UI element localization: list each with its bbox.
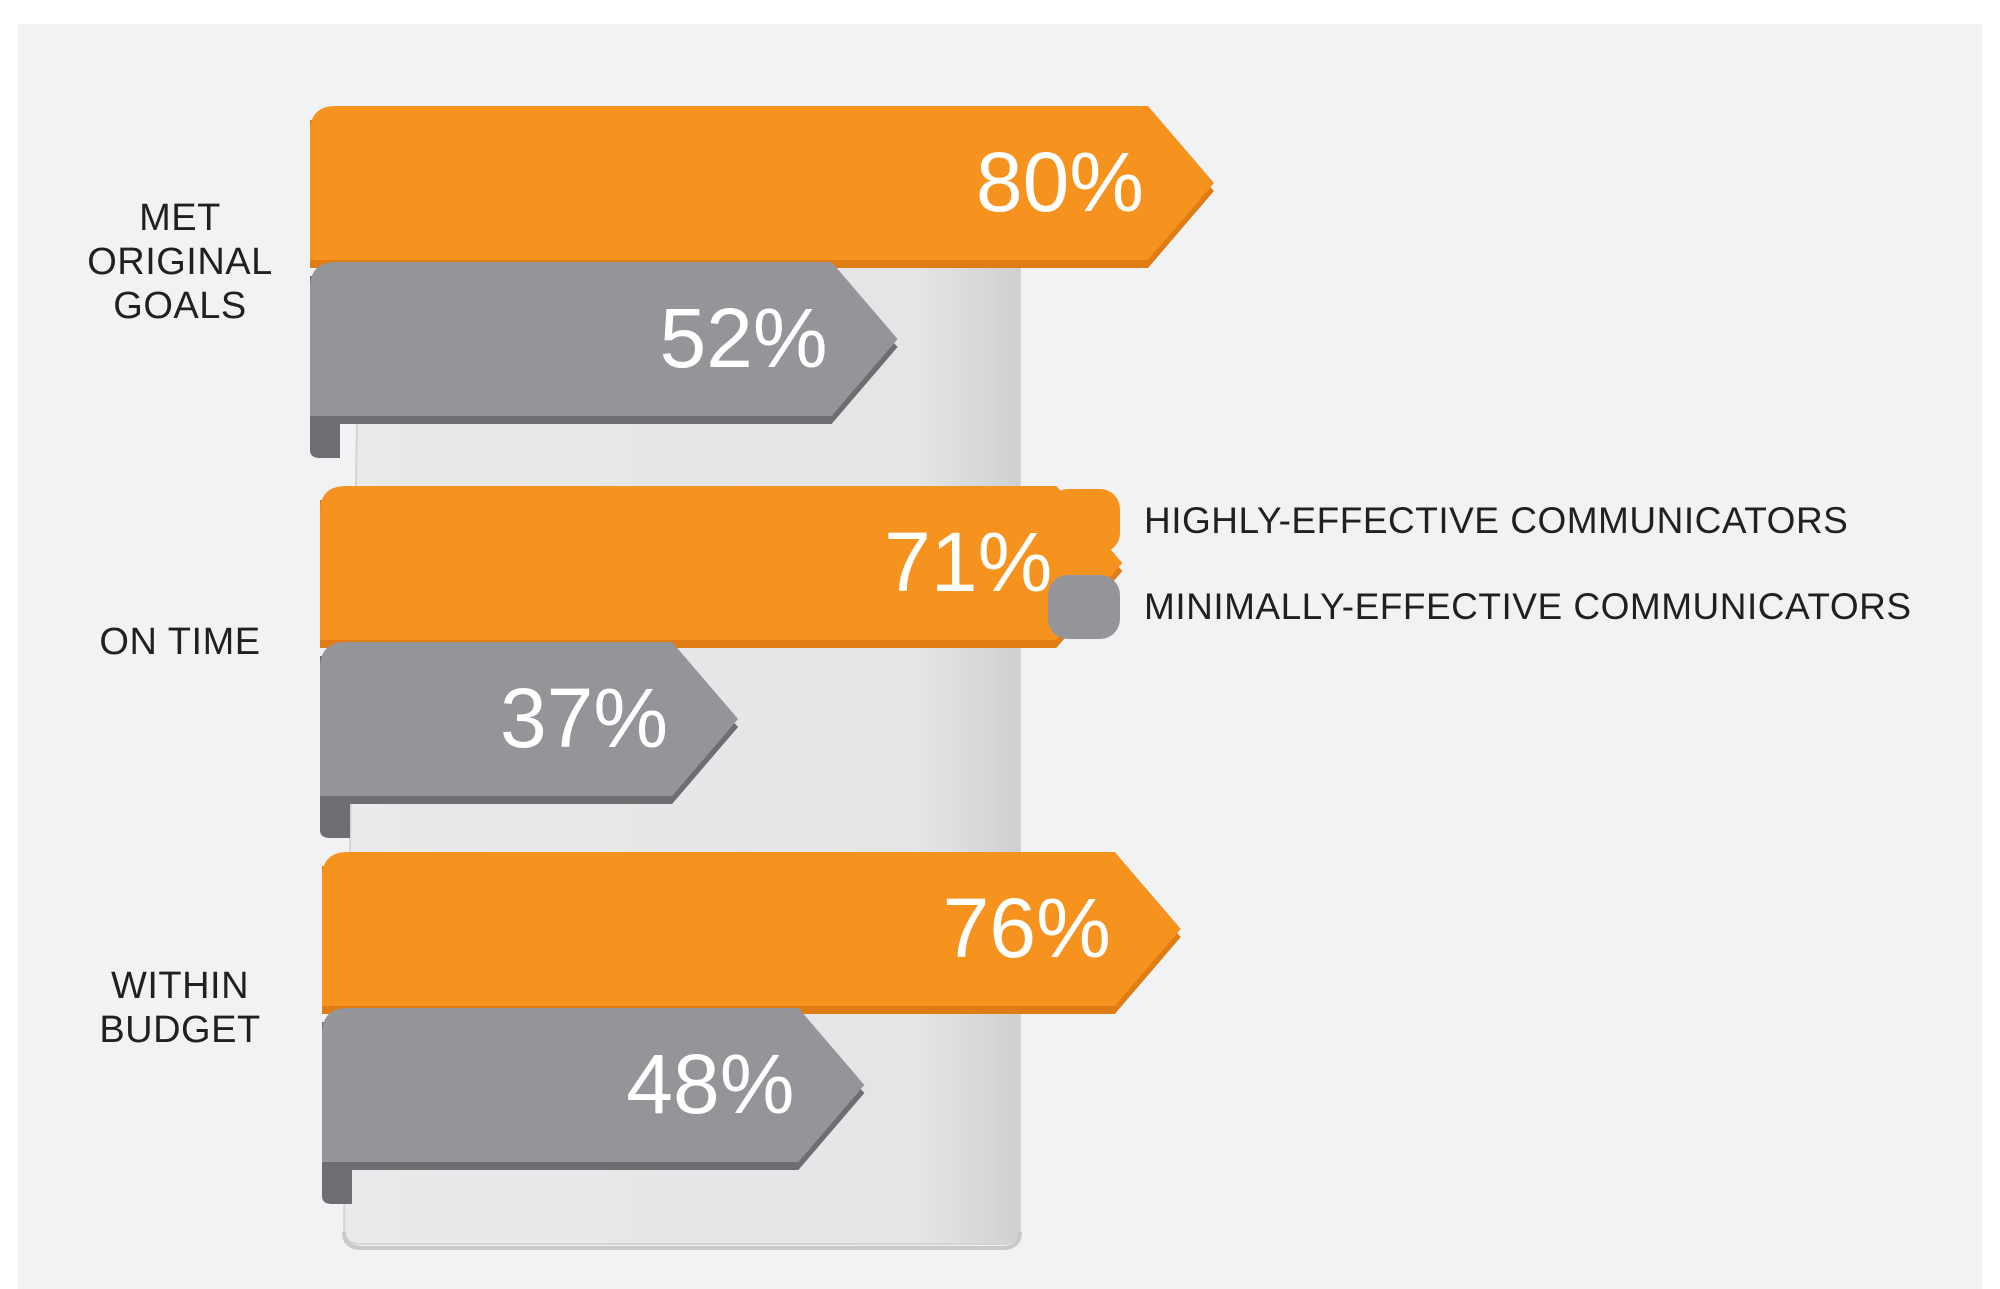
bar-value-label: 52% (659, 291, 827, 385)
category-label: ON TIME (99, 621, 261, 663)
legend-label: HIGHLY-EFFECTIVE COMMUNICATORS (1144, 500, 1849, 541)
bar-highly-effective (320, 486, 1123, 640)
bar-highly-effective (322, 852, 1181, 1006)
legend-item-highly-effective: HIGHLY-EFFECTIVE COMMUNICATORS (1048, 486, 1848, 556)
track-card-bottom-shadow (342, 1231, 1022, 1250)
bar-minimally-effective (310, 262, 898, 416)
bar-value-label: 48% (626, 1037, 794, 1131)
legend-label: MINIMALLY-EFFECTIVE COMMUNICATORS (1144, 586, 1912, 627)
bar-minimally-effective (322, 1008, 865, 1162)
bar-minimally-effective (320, 642, 739, 796)
bar-value-label: 71% (884, 515, 1052, 609)
legend-swatch-gray (1048, 575, 1120, 639)
bars-layer: 80% 52% 71% 37% 76% 48% (310, 106, 1214, 1204)
category-label: WITHIN BUDGET (99, 965, 261, 1051)
bar-value-label: 80% (976, 135, 1144, 229)
bar-highly-effective (310, 106, 1214, 260)
bar-value-label: 37% (500, 671, 668, 765)
category-label: MET ORIGINAL GOALS (87, 197, 273, 327)
legend-swatch-orange (1048, 489, 1120, 553)
bar-value-label: 76% (943, 881, 1111, 975)
legend-item-minimally-effective: MINIMALLY-EFFECTIVE COMMUNICATORS (1048, 572, 1912, 642)
